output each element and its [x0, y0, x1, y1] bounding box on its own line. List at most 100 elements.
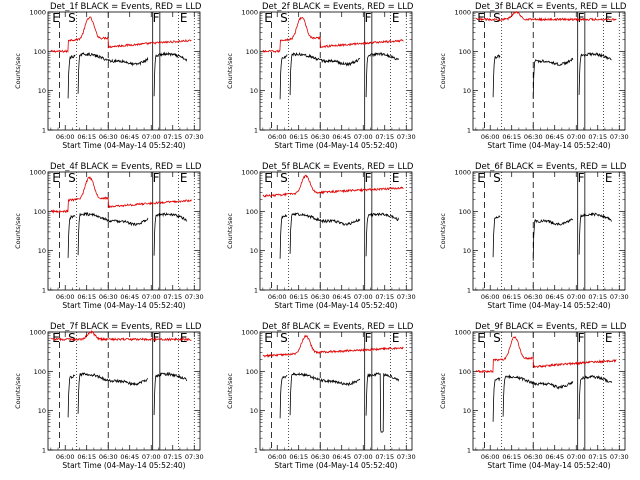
panel-title: Det_6f BLACK = Events, RED = LLD — [475, 162, 627, 172]
x-tick-label: 07:00 — [567, 133, 586, 141]
event-marker-label: S — [280, 331, 288, 345]
x-tick-label: 06:15 — [77, 293, 96, 301]
y-tick-label: 10 — [38, 407, 46, 415]
x-tick-label: 07:30 — [610, 133, 629, 141]
y-tick-label: 10 — [463, 247, 471, 255]
x-tick-label: 06:15 — [502, 453, 521, 461]
event-marker-label: S — [493, 171, 501, 185]
event-marker-label: S — [68, 11, 76, 25]
event-marker-label: F — [578, 331, 585, 345]
event-marker-label: E — [605, 171, 613, 185]
y-tick-label: 1 — [467, 287, 471, 295]
events-series-line — [289, 212, 361, 254]
event-marker-label: F — [153, 171, 160, 185]
x-tick-label: 06:45 — [545, 453, 564, 461]
y-tick-label: 1 — [467, 447, 471, 455]
x-tick-label: 07:15 — [163, 293, 182, 301]
events-series-line — [578, 375, 613, 420]
plot-frame — [259, 331, 413, 451]
x-tick-label: 06:30 — [524, 293, 543, 301]
x-tick-label: 06:15 — [77, 453, 96, 461]
panel-title: Det_5f BLACK = Events, RED = LLD — [262, 162, 414, 172]
y-tick-label: 100 — [459, 368, 471, 376]
plot-frame — [47, 171, 201, 291]
y-tick-label: 1000 — [241, 329, 258, 337]
lld-series-line — [262, 334, 404, 358]
y-axis-label: Counts/sec — [226, 373, 234, 409]
x-tick-label: 07:30 — [610, 293, 629, 301]
x-tick-label: 07:15 — [375, 293, 394, 301]
y-axis-label: Counts/sec — [439, 213, 447, 249]
x-axis-label: Start Time (04-May-14 05:52:40) — [274, 141, 397, 150]
y-tick-label: 100 — [34, 48, 46, 56]
y-tick-label: 1 — [254, 287, 258, 295]
events-series-line — [279, 374, 288, 419]
events-series-line — [365, 52, 400, 98]
y-axis-label: Counts/sec — [226, 213, 234, 249]
events-series-line — [153, 371, 188, 416]
x-tick-label: 06:00 — [56, 453, 75, 461]
y-tick-label: 10 — [38, 247, 46, 255]
event-marker-label: S — [68, 171, 76, 185]
x-tick-label: 06:30 — [311, 453, 330, 461]
x-tick-label: 06:30 — [99, 453, 118, 461]
x-axis-label: Start Time (04-May-14 05:52:40) — [487, 461, 610, 470]
events-series-line — [153, 51, 188, 97]
event-marker-label: S — [68, 331, 76, 345]
event-marker-label: E — [392, 171, 400, 185]
lld-series-line — [475, 336, 617, 374]
y-tick-label: 10 — [250, 407, 258, 415]
event-marker-label: E — [180, 11, 188, 25]
events-series-line — [67, 374, 76, 418]
x-tick-label: 07:00 — [567, 293, 586, 301]
x-tick-label: 06:00 — [56, 133, 75, 141]
events-series-line — [492, 377, 501, 422]
x-axis-label: Start Time (04-May-14 05:52:40) — [62, 141, 185, 150]
plot-frame — [472, 171, 626, 291]
x-axis-label: Start Time (04-May-14 05:52:40) — [274, 461, 397, 470]
x-tick-label: 07:15 — [588, 133, 607, 141]
lld-series-line — [262, 174, 404, 198]
events-series-line — [492, 214, 501, 258]
events-series-line — [279, 54, 288, 100]
y-tick-label: 1000 — [29, 329, 46, 337]
events-series-line — [77, 211, 149, 256]
lld-series-line — [262, 16, 404, 53]
event-marker-label: E — [477, 331, 485, 345]
x-tick-label: 07:15 — [375, 453, 394, 461]
x-tick-label: 06:00 — [481, 293, 500, 301]
events-series-line — [532, 218, 574, 261]
events-series-line — [289, 52, 361, 96]
x-tick-label: 06:45 — [332, 293, 351, 301]
event-marker-label: E — [605, 331, 613, 345]
x-tick-label: 07:15 — [375, 133, 394, 141]
x-tick-label: 06:45 — [120, 293, 139, 301]
x-tick-label: 06:00 — [268, 133, 287, 141]
y-tick-label: 1 — [42, 287, 46, 295]
x-tick-label: 07:00 — [142, 453, 161, 461]
lld-series-line — [50, 16, 192, 54]
x-tick-label: 06:00 — [481, 453, 500, 461]
x-tick-label: 06:30 — [524, 453, 543, 461]
event-marker-label: F — [365, 11, 372, 25]
x-tick-label: 07:30 — [397, 133, 416, 141]
events-series-line — [279, 213, 288, 259]
event-marker-label: S — [280, 11, 288, 25]
y-tick-label: 1000 — [454, 169, 471, 177]
events-series-line — [67, 214, 76, 258]
x-tick-label: 07:15 — [588, 453, 607, 461]
event-marker-label: E — [52, 171, 60, 185]
event-marker-label: F — [365, 171, 372, 185]
y-tick-label: 1 — [42, 447, 46, 455]
x-axis-label: Start Time (04-May-14 05:52:40) — [487, 141, 610, 150]
plot-frame — [259, 11, 413, 131]
y-tick-label: 1000 — [454, 329, 471, 337]
y-axis-label: Counts/sec — [14, 373, 22, 409]
event-marker-label: E — [264, 171, 272, 185]
event-marker-label: E — [52, 331, 60, 345]
event-marker-label: E — [477, 171, 485, 185]
y-tick-label: 100 — [34, 208, 46, 216]
